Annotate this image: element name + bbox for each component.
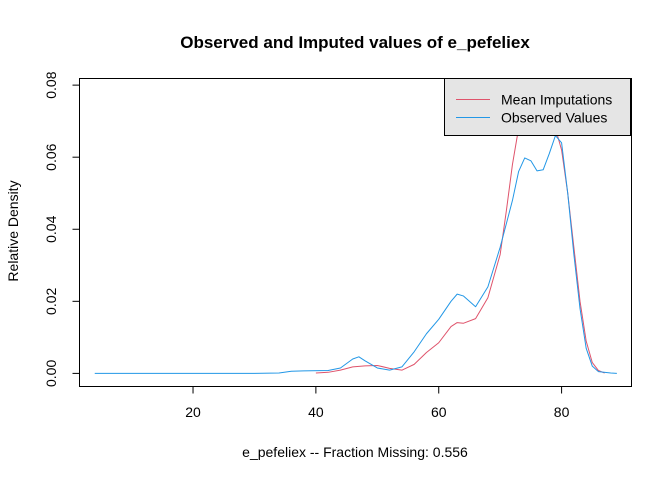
y-tick-label: 0.06 — [43, 143, 59, 170]
x-tick-label: 40 — [308, 404, 324, 420]
legend-label: Mean Imputations — [501, 92, 612, 108]
legend-box — [444, 78, 631, 136]
x-tick-label: 20 — [185, 404, 201, 420]
plot-lines — [94, 91, 617, 374]
y-tick-label: 0.04 — [43, 215, 59, 242]
y-tick-label: 0.02 — [43, 287, 59, 314]
legend-label: Observed Values — [501, 110, 607, 126]
plot-frame — [79, 78, 632, 387]
y-tick-label: 0.08 — [43, 71, 59, 98]
chart-title: Observed and Imputed values of e_pefelie… — [180, 33, 530, 52]
x-axis-label: e_pefeliex -- Fraction Missing: 0.556 — [242, 444, 468, 460]
x-tick-label: 60 — [431, 404, 447, 420]
axis-ticks: 20 40 60 80 0.00 0.02 0.04 0.06 0.08 — [43, 71, 570, 420]
y-axis-label: Relative Density — [5, 180, 21, 281]
legend: Mean Imputations Observed Values — [444, 78, 631, 136]
x-tick-label: 80 — [554, 404, 570, 420]
y-tick-label: 0.00 — [43, 360, 59, 387]
series-line-2 — [94, 135, 617, 374]
